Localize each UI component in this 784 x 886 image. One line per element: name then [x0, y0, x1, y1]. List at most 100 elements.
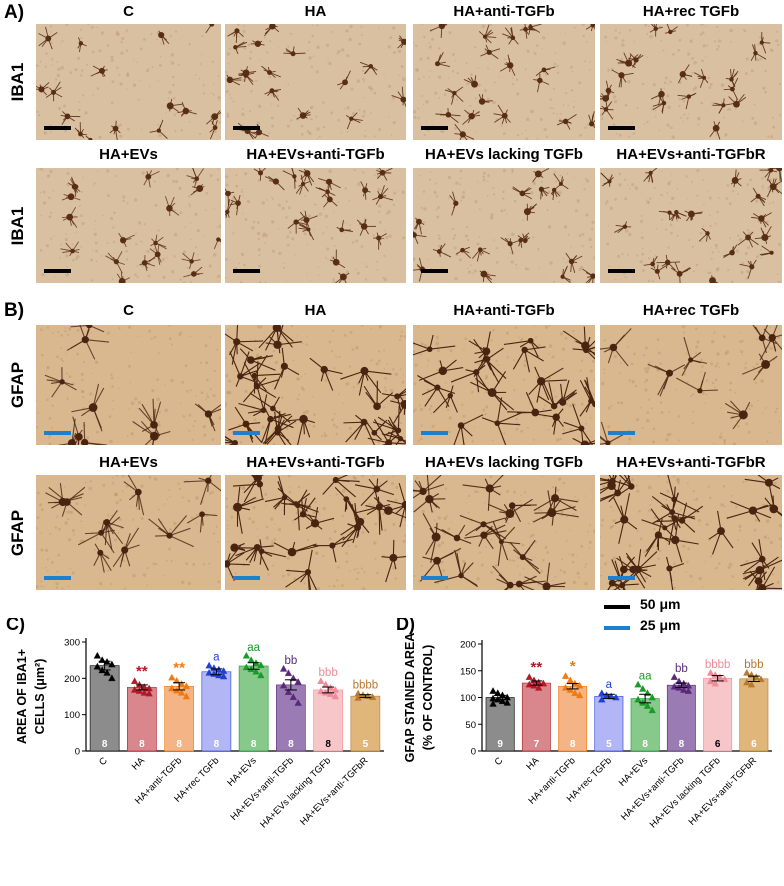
iba1-r2-micrograph-0	[36, 168, 221, 283]
n-label-1: 8	[139, 739, 145, 750]
y-axis-label-line-2: (% OF CONTROL)	[421, 645, 435, 751]
n-label-4: 8	[251, 739, 257, 750]
panel-a-letter: A)	[4, 2, 25, 23]
iba1-r2-title-3: HA+EVs+anti-TGFbR	[616, 146, 766, 163]
data-point	[576, 691, 584, 699]
y-axis-label-line-1: GFAP STAINED AREA	[403, 633, 417, 763]
iba1-r2-scale-bar-2	[421, 269, 448, 273]
data-point	[257, 661, 265, 669]
iba1-r1-scale-bar-0	[44, 126, 71, 130]
x-tick-label-0: C	[493, 755, 506, 768]
iba1-r1-micrograph-3	[600, 24, 782, 140]
scale-legend-blue-label: 25 μm	[640, 617, 681, 633]
iba1-r2-micrograph-1	[225, 168, 406, 283]
data-point	[670, 682, 678, 690]
n-label-6: 8	[325, 739, 331, 750]
n-label-7: 5	[363, 739, 369, 750]
y-tick-label: 0	[75, 747, 80, 758]
iba1-r1-row-label: IBA1	[8, 62, 27, 102]
gfap-r2-micrograph-1	[225, 475, 406, 590]
scale-legend-black-label: 50 μm	[640, 596, 681, 612]
significance-label-1: **	[531, 659, 543, 676]
data-point	[284, 688, 293, 695]
n-label-3: 8	[214, 739, 220, 750]
x-tick-label-4: HA+EVs	[617, 755, 651, 789]
iba1-r2-title-1: HA+EVs+anti-TGFb	[246, 146, 385, 163]
data-point	[108, 674, 116, 682]
bar-4	[238, 665, 269, 752]
iba1-r1-micrograph-2	[413, 24, 595, 140]
data-point	[648, 693, 656, 701]
iba1-r1-scale-bar-2	[421, 126, 448, 130]
data-point	[279, 664, 288, 672]
data-point	[643, 702, 652, 709]
y-tick-label: 200	[460, 640, 476, 651]
iba1-r1-micrograph-1	[225, 24, 406, 140]
significance-label-5: bb	[675, 663, 688, 675]
x-tick-label-1: HA	[130, 755, 148, 773]
bar-6	[703, 677, 733, 752]
data-point	[177, 688, 186, 696]
data-point	[284, 669, 293, 676]
n-label-1: 7	[534, 739, 540, 750]
data-point	[639, 698, 647, 706]
n-label-3: 5	[606, 739, 612, 750]
gfap-r2-micrograph-2	[413, 475, 595, 590]
data-point	[294, 699, 302, 706]
data-point	[525, 673, 533, 680]
x-tick-label-1: HA	[524, 755, 542, 773]
n-label-0: 9	[497, 739, 503, 750]
gfap-r1-title-0: C	[123, 302, 134, 319]
data-point	[103, 668, 111, 676]
data-point	[242, 663, 251, 671]
data-point	[219, 672, 228, 680]
x-tick-label-6: HA+EVs lacking TGFb	[258, 755, 333, 830]
significance-label-6: bbb	[319, 667, 338, 679]
data-point	[140, 688, 148, 696]
x-tick-label-5: HA+EVs+anti-TGFb	[619, 755, 687, 823]
gfap-r1-scale-bar-2	[421, 431, 448, 435]
data-point	[571, 689, 579, 696]
n-label-2: 8	[570, 739, 576, 750]
gfap-r2-micrograph-0	[36, 475, 221, 590]
gfap-r2-row-label: GFAP	[8, 509, 27, 556]
data-point	[752, 673, 760, 680]
data-point	[684, 687, 693, 694]
iba1-r1-title-2: HA+anti-TGFb	[453, 3, 555, 20]
data-point	[680, 686, 688, 693]
data-point	[294, 678, 302, 685]
gfap-r1-scale-bar-0	[44, 431, 71, 435]
gfap-r2-scale-bar-3	[608, 576, 635, 580]
iba1-r2-title-2: HA+EVs lacking TGFb	[425, 146, 583, 163]
data-point	[182, 692, 191, 700]
data-point	[634, 695, 642, 703]
bar-7	[350, 695, 381, 752]
data-point	[135, 687, 144, 694]
data-point	[711, 671, 719, 678]
iba1-r2-micrograph-2	[413, 168, 595, 283]
data-point	[368, 693, 377, 700]
data-point	[711, 679, 719, 687]
data-point	[503, 698, 511, 706]
gfap-r1-title-1: HA	[304, 302, 327, 319]
data-point	[331, 692, 340, 700]
iba1-r2-scale-bar-0	[44, 269, 71, 273]
chart-panel-letter: D)	[396, 618, 415, 634]
data-point	[177, 680, 186, 687]
n-label-5: 8	[288, 739, 294, 750]
significance-label-3: a	[213, 652, 220, 664]
scale-legend-black-line	[604, 605, 630, 609]
data-point	[205, 668, 213, 676]
data-point	[743, 668, 751, 676]
n-label-2: 8	[176, 739, 182, 750]
y-tick-label: 100	[460, 693, 476, 704]
data-point	[634, 680, 642, 688]
data-point	[168, 673, 176, 681]
significance-label-2: *	[570, 658, 576, 675]
bar-3	[201, 671, 232, 752]
gfap-r2-title-2: HA+EVs lacking TGFb	[425, 454, 583, 471]
iba1-r1-title-1: HA	[304, 3, 327, 20]
x-tick-label-6: HA+EVs lacking TGFb	[648, 755, 723, 830]
data-point	[498, 697, 507, 704]
data-point	[279, 681, 288, 689]
